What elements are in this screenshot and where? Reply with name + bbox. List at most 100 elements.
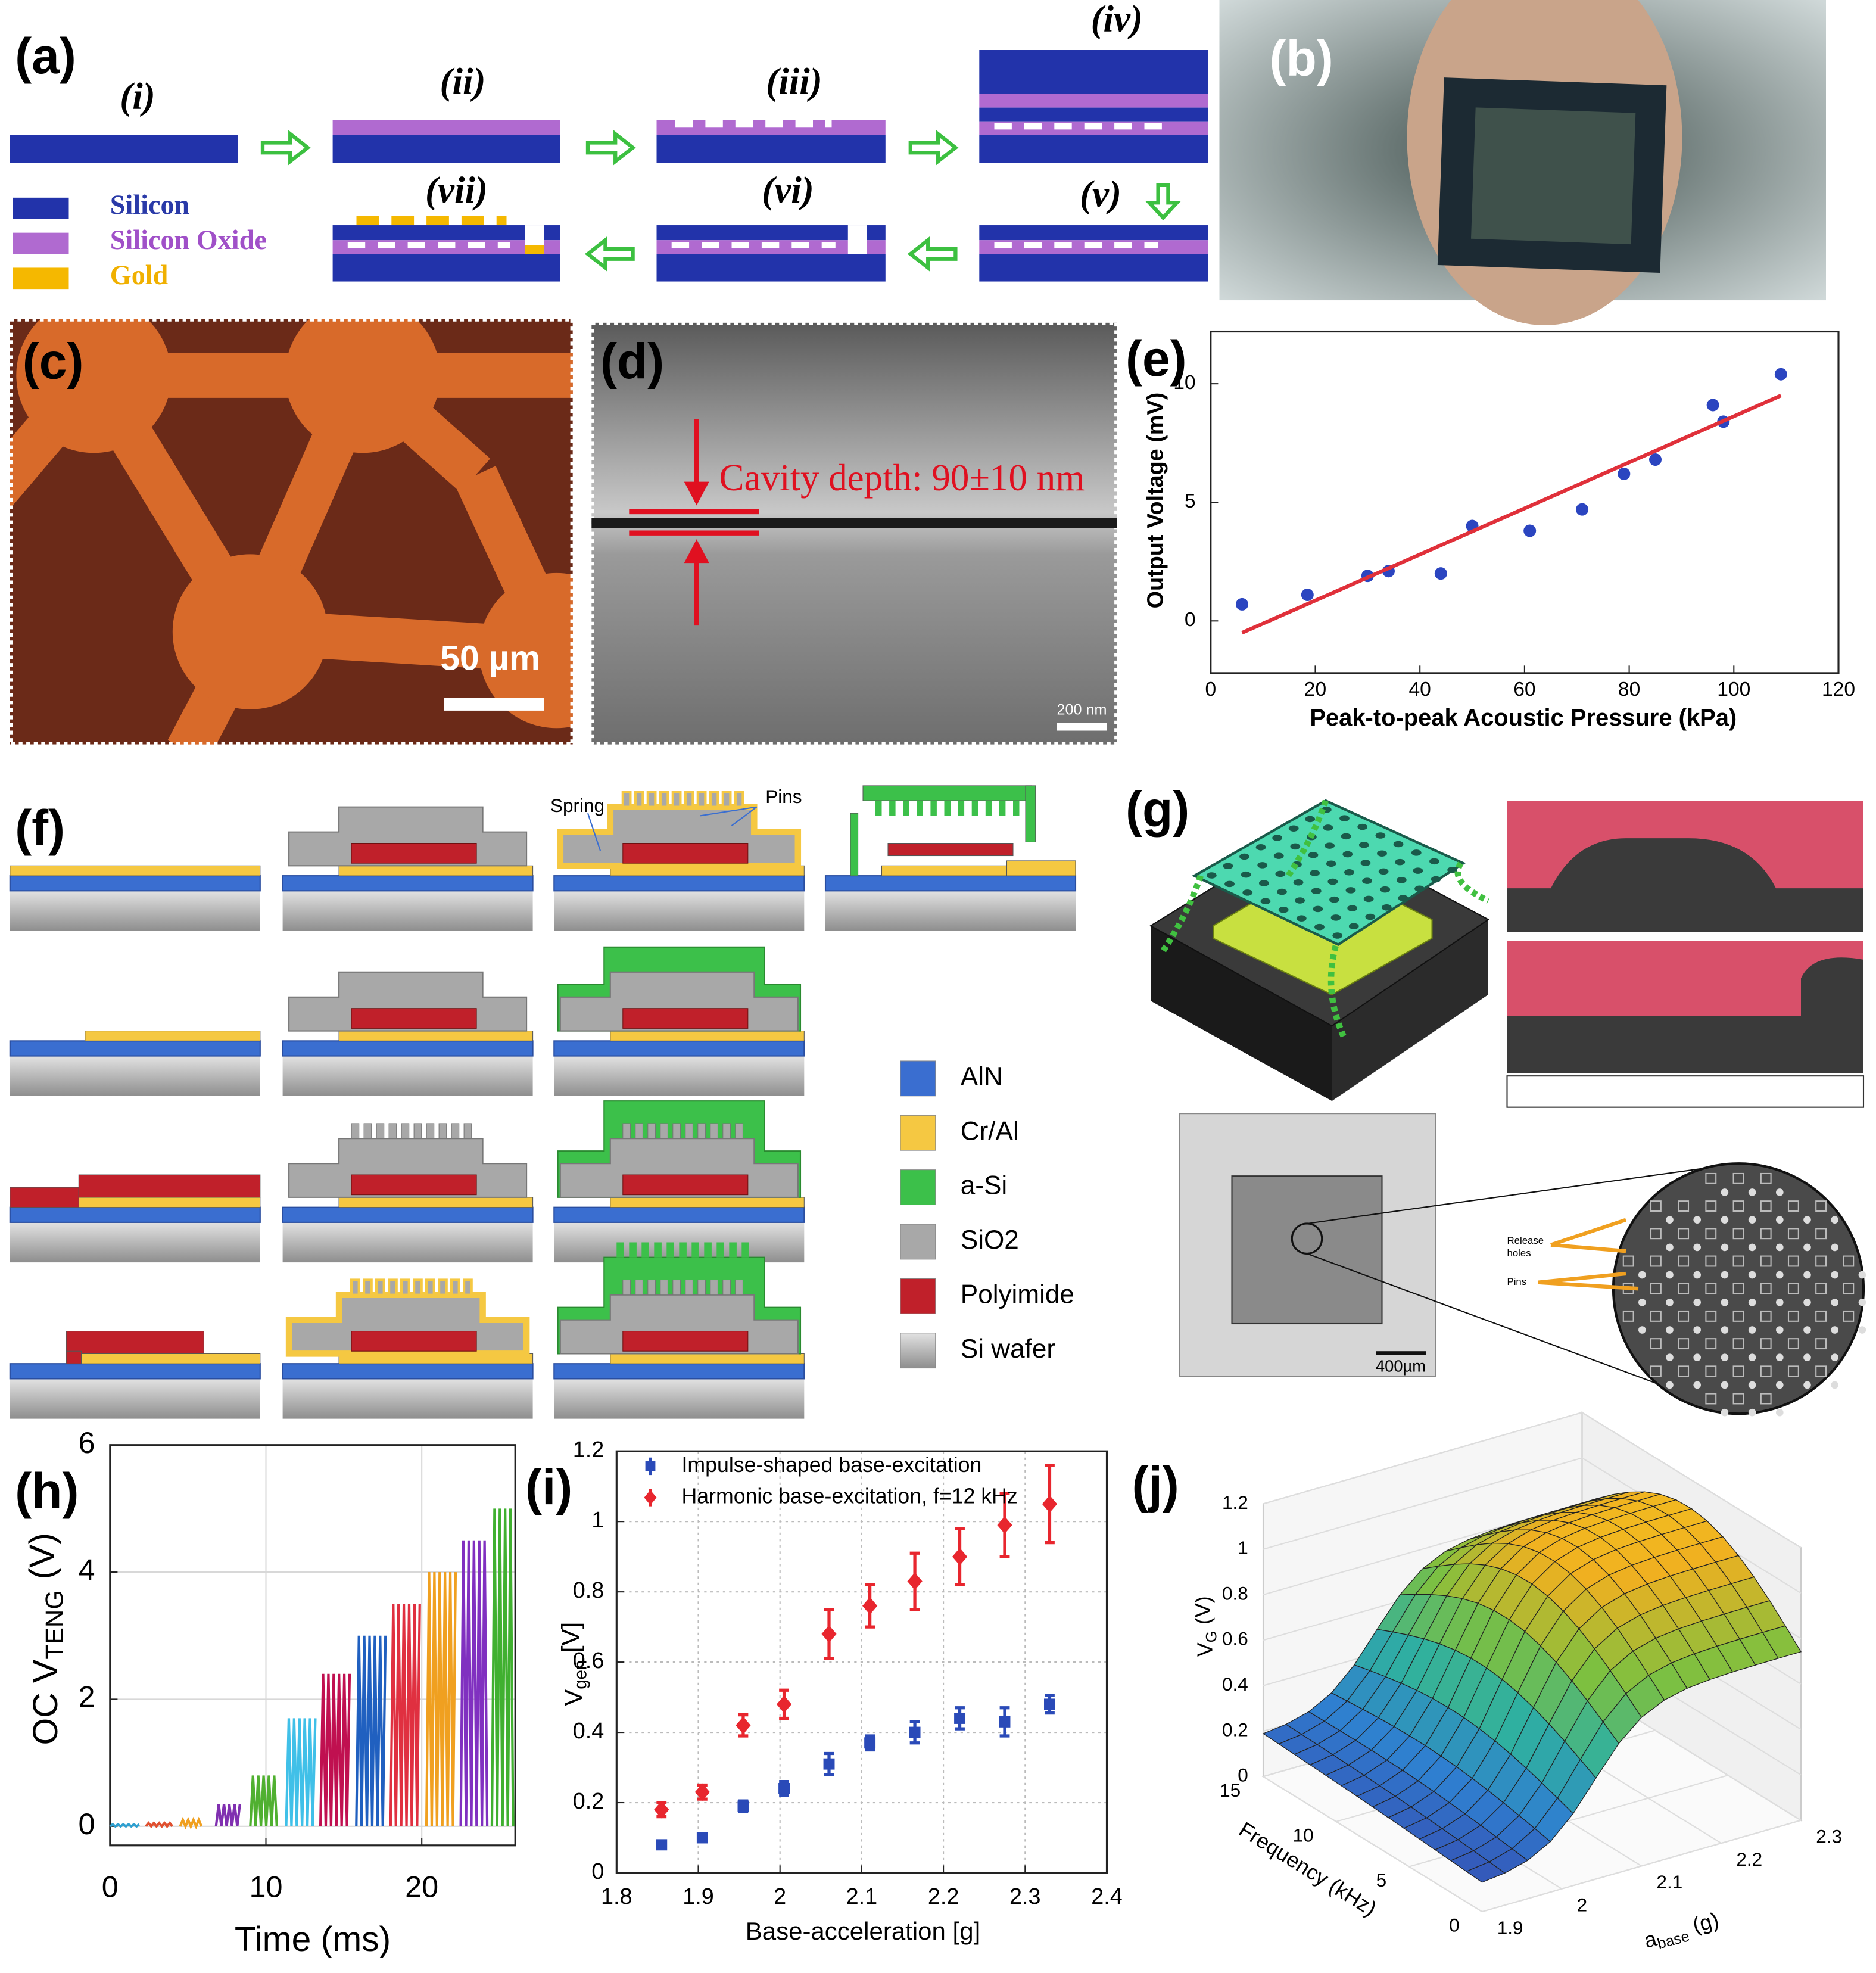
legend-marker: [644, 1490, 657, 1505]
release-hole: [1721, 1188, 1729, 1196]
x-tick-label: 20: [1304, 679, 1326, 701]
release-hole: [1380, 886, 1391, 893]
pin: [1787, 1283, 1799, 1294]
marker-bar: [629, 509, 759, 515]
panel-label: (f): [15, 800, 65, 856]
burst: [179, 1816, 203, 1830]
release-hole: [1831, 1216, 1838, 1224]
grid-line: [1263, 1411, 1802, 1548]
panel-label: (e): [1126, 331, 1187, 387]
release-hole: [1339, 815, 1350, 821]
scale-label: 50 µm: [440, 639, 540, 677]
marker: [909, 1726, 921, 1738]
aln-layer: [824, 875, 1077, 892]
asi-pin: [616, 1242, 624, 1258]
package-side: [1332, 919, 1488, 1101]
pin: [1705, 1200, 1717, 1212]
release-hole: [1858, 1298, 1866, 1306]
scale-label: 200 nm: [1057, 702, 1107, 718]
y-tick-label: 10: [1293, 1824, 1314, 1846]
micrograph: [10, 319, 573, 745]
sio2-pin: [710, 1123, 718, 1139]
data-point: [1706, 399, 1719, 412]
pin: [1760, 1338, 1772, 1350]
pin: [1815, 1310, 1827, 1322]
scale-label: 400µm: [1376, 1357, 1426, 1376]
release-hole: [1803, 1298, 1811, 1306]
callout: Pins: [1507, 1276, 1527, 1287]
release-hole: [1638, 1271, 1646, 1279]
release-hole: [1413, 867, 1423, 874]
release-hole: [1311, 888, 1322, 894]
aln-layer: [282, 1206, 534, 1223]
sio2-pin: [463, 1123, 472, 1139]
pin: [1705, 1172, 1717, 1184]
burst: [355, 1635, 387, 1826]
release-hole: [1748, 1326, 1756, 1334]
pin: [1705, 1228, 1717, 1240]
release-hole: [1748, 1298, 1756, 1306]
pad: [172, 554, 328, 709]
package-side: [1151, 926, 1332, 1101]
release-hole: [1375, 832, 1386, 839]
burst: [490, 1508, 515, 1826]
data-point: [1301, 589, 1314, 602]
release-hole: [1748, 1381, 1756, 1389]
legend-swatch: [900, 1115, 936, 1151]
silicon-layer: [656, 254, 886, 282]
pin: [1678, 1310, 1690, 1322]
pin: [1732, 1228, 1744, 1240]
marker: [907, 1572, 923, 1591]
flow-arrow: [908, 130, 959, 166]
callout: holes: [1507, 1247, 1531, 1259]
step-label: (i): [120, 75, 155, 117]
release-hole: [1638, 1326, 1646, 1334]
pin: [1732, 1172, 1744, 1184]
callout-line: [731, 806, 758, 826]
release-hole: [1803, 1381, 1811, 1389]
release-hole: [1831, 1271, 1838, 1279]
legend-swatch: [900, 1278, 936, 1314]
marker: [952, 1548, 968, 1566]
cral-layer: [338, 865, 534, 876]
layer: [10, 1187, 79, 1208]
release-hole: [1296, 915, 1307, 922]
annotation: Cavity depth: 90±10 nm: [719, 457, 1085, 499]
release-hole: [1348, 923, 1359, 930]
pin: [1732, 1255, 1744, 1267]
release-hole: [1693, 1381, 1701, 1389]
release-hole: [1776, 1408, 1784, 1417]
x-tick-label: 40: [1409, 679, 1431, 701]
layer: [78, 1174, 261, 1198]
y-tick-label: 10: [1173, 372, 1195, 394]
aln-layer: [553, 1206, 805, 1223]
sio2-pin: [685, 1123, 693, 1139]
y-tick-label: 0: [591, 1859, 604, 1884]
asi-pin: [958, 801, 965, 816]
sio2-pin: [647, 1123, 656, 1139]
z-tick-label: 1: [1238, 1537, 1248, 1558]
asi-pin: [1013, 801, 1020, 816]
data-point: [1523, 524, 1537, 537]
legend-label: Impulse-shaped base-excitation: [682, 1453, 982, 1477]
sio2-pin: [646, 791, 657, 808]
pin: [1843, 1255, 1855, 1267]
asi-pin: [729, 1242, 737, 1258]
z-tick-label: 1.2: [1222, 1492, 1248, 1513]
si-wafer: [554, 1056, 805, 1096]
asi-pin: [704, 1242, 712, 1258]
x-tick-label: 1.9: [683, 1884, 714, 1909]
data-point: [1236, 597, 1249, 611]
asi-pin: [903, 801, 909, 816]
release-hole: [1341, 833, 1351, 840]
plot-frame: [1210, 330, 1840, 674]
legend-swatch: [13, 197, 69, 219]
layer: [85, 1031, 261, 1041]
release-hole: [1721, 1381, 1729, 1389]
arrow-head: [684, 481, 709, 506]
marker: [999, 1716, 1011, 1728]
pin: [1622, 1255, 1634, 1267]
pin: [1705, 1393, 1717, 1405]
via-opening: [847, 225, 867, 254]
aln-layer: [553, 875, 805, 892]
